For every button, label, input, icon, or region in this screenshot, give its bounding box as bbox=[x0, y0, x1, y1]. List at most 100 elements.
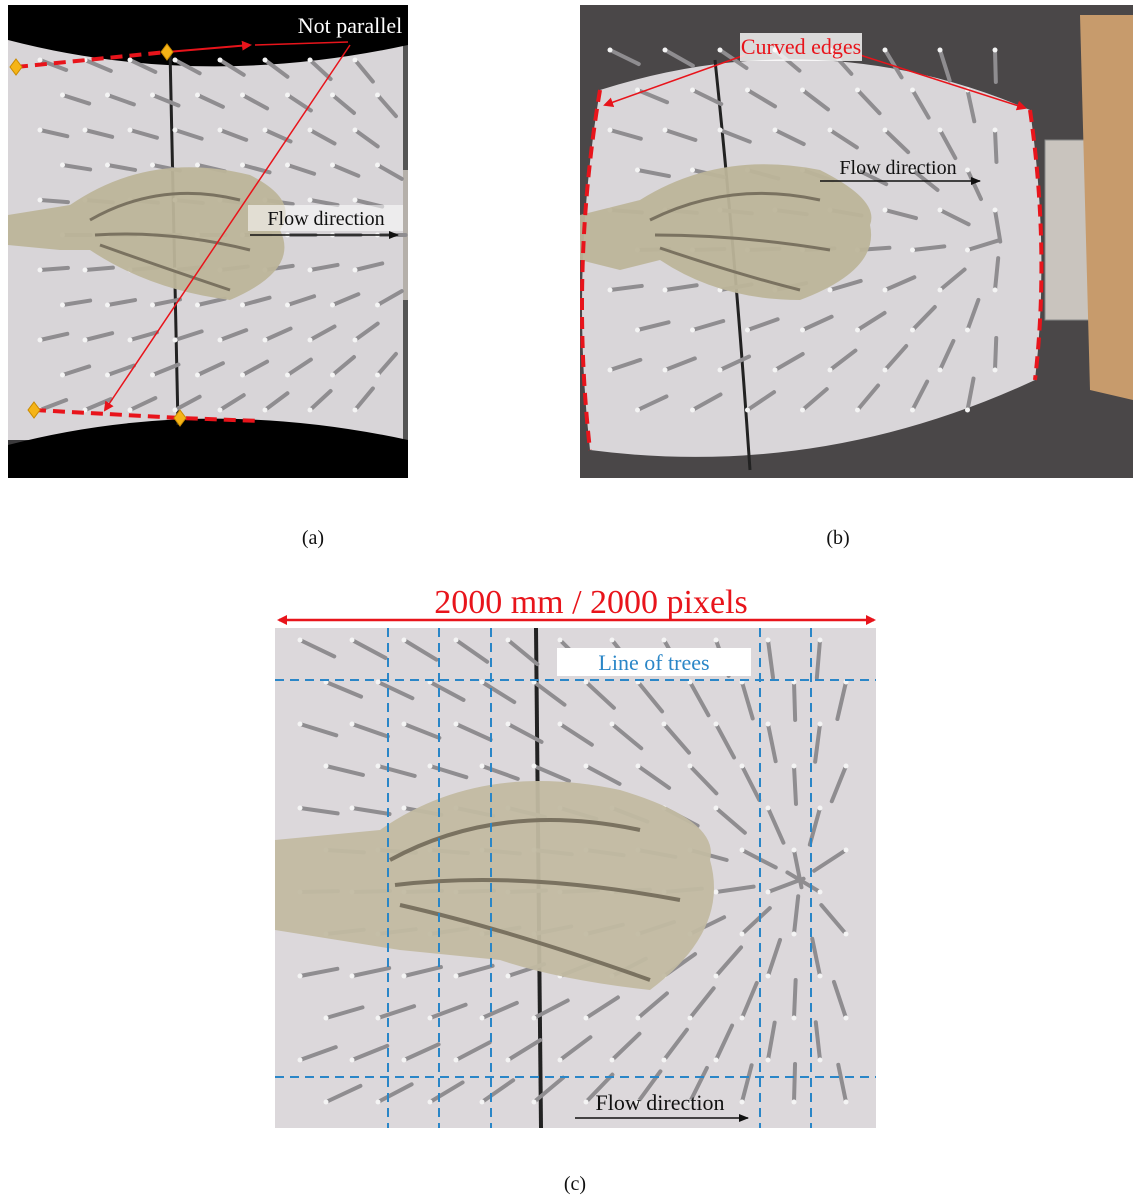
peg-top bbox=[818, 638, 823, 643]
peg-top bbox=[353, 58, 358, 63]
peg-top bbox=[844, 1100, 849, 1105]
peg-top bbox=[714, 974, 719, 979]
peg-top bbox=[828, 288, 833, 293]
peg bbox=[794, 766, 796, 804]
page: Not parallel Flow direction (a) Curved e… bbox=[0, 0, 1135, 1196]
peg-top bbox=[740, 932, 745, 937]
peg-top bbox=[324, 1016, 329, 1021]
annotation-text: Curved edges bbox=[741, 34, 861, 59]
peg-top bbox=[714, 806, 719, 811]
peg-top bbox=[38, 268, 43, 273]
peg-top bbox=[844, 848, 849, 853]
peg-top bbox=[740, 1016, 745, 1021]
peg-top bbox=[375, 163, 380, 168]
peg-top bbox=[883, 368, 888, 373]
peg-top bbox=[584, 764, 589, 769]
peg-top bbox=[690, 408, 695, 413]
peg-top bbox=[818, 890, 823, 895]
peg-top bbox=[38, 128, 43, 133]
peg-top bbox=[350, 974, 355, 979]
peg-top bbox=[195, 163, 200, 168]
peg-top bbox=[610, 722, 615, 727]
peg-top bbox=[690, 328, 695, 333]
peg-top bbox=[993, 128, 998, 133]
peg-top bbox=[350, 722, 355, 727]
peg-top bbox=[375, 93, 380, 98]
peg-top bbox=[353, 198, 358, 203]
peg-top bbox=[128, 58, 133, 63]
peg-top bbox=[308, 408, 313, 413]
peg-top bbox=[285, 163, 290, 168]
peg-top bbox=[298, 638, 303, 643]
peg-top bbox=[993, 208, 998, 213]
peg-top bbox=[844, 764, 849, 769]
peg-top bbox=[428, 1016, 433, 1021]
peg-top bbox=[285, 93, 290, 98]
peg-top bbox=[506, 974, 511, 979]
peg-top bbox=[506, 638, 511, 643]
peg bbox=[85, 268, 113, 270]
flow-label: Flow direction bbox=[839, 157, 956, 179]
peg-top bbox=[818, 1058, 823, 1063]
peg-top bbox=[308, 198, 313, 203]
peg-top bbox=[173, 128, 178, 133]
peg-top bbox=[402, 722, 407, 727]
peg-top bbox=[454, 638, 459, 643]
peg-top bbox=[428, 764, 433, 769]
peg-top bbox=[240, 163, 245, 168]
peg-top bbox=[714, 722, 719, 727]
peg-top bbox=[828, 128, 833, 133]
peg-top bbox=[218, 408, 223, 413]
peg bbox=[40, 268, 68, 270]
peg-top bbox=[818, 806, 823, 811]
figure: Not parallel Flow direction (a) Curved e… bbox=[0, 0, 1135, 1196]
peg-top bbox=[454, 722, 459, 727]
peg-top bbox=[792, 848, 797, 853]
peg-top bbox=[663, 48, 668, 53]
peg-top bbox=[150, 373, 155, 378]
flow-label: Flow direction bbox=[596, 1090, 725, 1115]
peg-top bbox=[792, 1100, 797, 1105]
peg-top bbox=[663, 288, 668, 293]
peg-top bbox=[506, 722, 511, 727]
peg-top bbox=[800, 328, 805, 333]
peg-top bbox=[855, 408, 860, 413]
peg-top bbox=[844, 1016, 849, 1021]
peg-top bbox=[324, 1100, 329, 1105]
peg bbox=[995, 130, 996, 162]
peg-top bbox=[480, 1016, 485, 1021]
peg-top bbox=[532, 1016, 537, 1021]
peg-top bbox=[883, 208, 888, 213]
peg-top bbox=[218, 58, 223, 63]
peg-top bbox=[263, 338, 268, 343]
peg-top bbox=[608, 48, 613, 53]
peg-top bbox=[402, 638, 407, 643]
peg-top bbox=[150, 163, 155, 168]
peg-top bbox=[740, 1100, 745, 1105]
peg-top bbox=[690, 88, 695, 93]
peg-top bbox=[745, 408, 750, 413]
peg-top bbox=[910, 88, 915, 93]
peg-top bbox=[240, 303, 245, 308]
peg-top bbox=[263, 58, 268, 63]
peg-top bbox=[938, 48, 943, 53]
peg-top bbox=[350, 806, 355, 811]
peg-top bbox=[938, 368, 943, 373]
peg-top bbox=[308, 268, 313, 273]
peg-top bbox=[965, 328, 970, 333]
peg-top bbox=[173, 58, 178, 63]
peg-top bbox=[353, 268, 358, 273]
peg-top bbox=[558, 722, 563, 727]
peg-top bbox=[376, 680, 381, 685]
peg-top bbox=[60, 93, 65, 98]
peg-top bbox=[298, 806, 303, 811]
peg-top bbox=[150, 93, 155, 98]
peg-top bbox=[376, 1100, 381, 1105]
peg-top bbox=[240, 373, 245, 378]
peg-top bbox=[662, 638, 667, 643]
grid-label: Line of trees bbox=[598, 650, 709, 675]
peg-top bbox=[353, 338, 358, 343]
peg-top bbox=[773, 128, 778, 133]
peg-top bbox=[506, 1058, 511, 1063]
peg-top bbox=[745, 88, 750, 93]
